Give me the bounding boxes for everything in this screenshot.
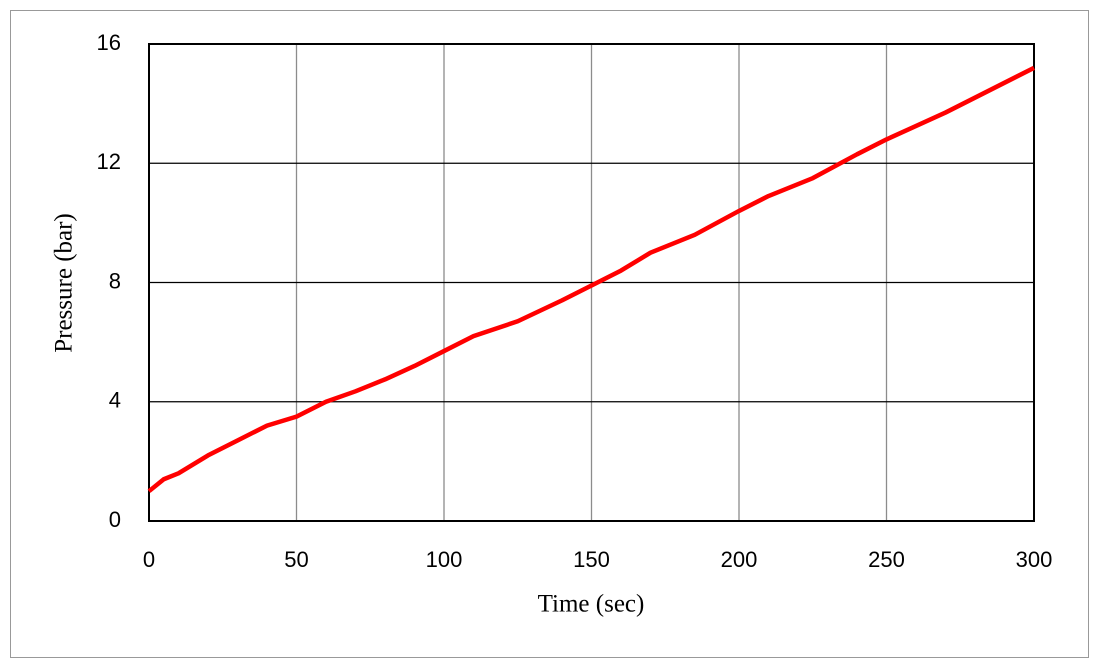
y-tick-label: 4 [109,388,121,413]
x-tick-label: 150 [573,547,610,572]
x-axis-title: Time (sec) [538,591,645,618]
data-line [147,65,1036,493]
x-tick-label: 300 [1016,547,1053,572]
plot-frame [148,43,1035,522]
x-tick-label: 200 [721,547,758,572]
chart-frame [10,10,1089,658]
x-tick-label: 100 [426,547,463,572]
x-tick-label: 50 [284,547,308,572]
y-tick-label: 16 [97,30,121,55]
x-tick-label: 250 [868,547,905,572]
y-tick-label: 12 [97,149,121,174]
x-tick-label: 0 [143,547,155,572]
y-axis-title: Pressure (bar) [51,213,78,353]
y-tick-label: 8 [109,268,121,293]
y-tick-label: 0 [109,507,121,532]
